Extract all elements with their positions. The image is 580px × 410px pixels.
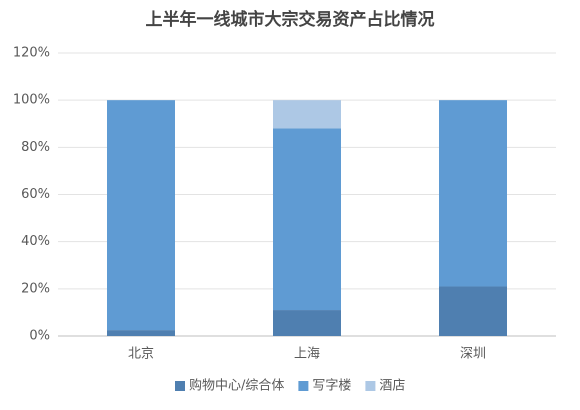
bar-segment: [273, 128, 341, 311]
bar-segment: [107, 330, 175, 336]
chart-title: 上半年一线城市大宗交易资产占比情况: [146, 9, 435, 30]
y-tick-label: 80%: [21, 140, 50, 155]
legend-swatch: [175, 381, 185, 391]
legend-label: 酒店: [379, 379, 405, 394]
legend-swatch: [365, 381, 376, 391]
y-tick-label: 40%: [21, 234, 50, 249]
x-tick-label: 上海: [294, 347, 320, 362]
y-tick-label: 20%: [21, 281, 50, 296]
legend-label: 购物中心/综合体: [189, 378, 284, 394]
bar-segment: [107, 100, 175, 331]
bar-segment: [439, 100, 507, 287]
x-tick-label: 深圳: [460, 347, 486, 362]
legend-swatch: [298, 381, 309, 391]
y-tick-label: 0%: [29, 329, 50, 344]
x-tick-label: 北京: [128, 347, 154, 362]
bar-segment: [439, 286, 507, 336]
y-tick-label: 100%: [13, 93, 50, 108]
bar-segment: [273, 100, 341, 129]
bar-segment: [273, 310, 341, 336]
y-tick-label: 120%: [13, 46, 50, 61]
y-tick-label: 60%: [21, 187, 50, 202]
legend-label: 写字楼: [312, 379, 351, 394]
